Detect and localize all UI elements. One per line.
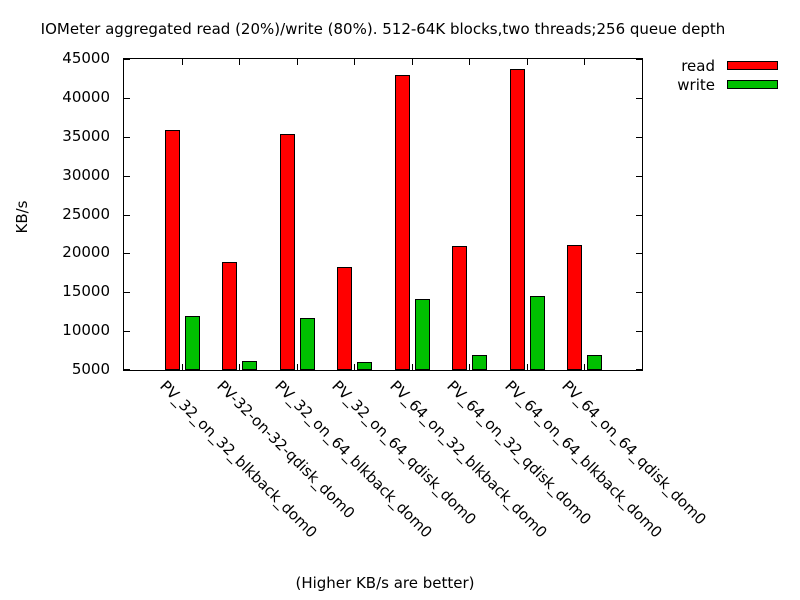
x-tick-mark (354, 59, 355, 65)
y-axis-label: KB/s (13, 200, 31, 234)
y-tick-label: 15000 (62, 282, 110, 300)
plot-area (123, 58, 643, 371)
bar-write-6 (530, 296, 545, 370)
y-tick-label: 20000 (62, 243, 110, 261)
y-tick-mark (636, 176, 642, 177)
x-tick-mark (584, 364, 585, 370)
bar-read-3 (337, 267, 352, 370)
y-tick-label: 30000 (62, 166, 110, 184)
bar-write-2 (300, 318, 315, 370)
y-tick-mark (636, 253, 642, 254)
y-tick-mark (124, 215, 130, 216)
bar-write-4 (415, 299, 430, 370)
x-tick-mark (182, 364, 183, 370)
x-tick-mark (469, 364, 470, 370)
legend: read write (659, 56, 778, 94)
x-tick-mark (412, 364, 413, 370)
bar-read-2 (280, 134, 295, 370)
y-tick-mark (636, 292, 642, 293)
legend-item-read: read (659, 56, 778, 75)
x-tick-mark (584, 59, 585, 65)
y-tick-mark (636, 137, 642, 138)
bar-write-3 (357, 362, 372, 370)
y-tick-mark (636, 215, 642, 216)
y-tick-label: 40000 (62, 88, 110, 106)
y-tick-mark (124, 253, 130, 254)
bar-read-6 (510, 69, 525, 370)
x-tick-mark (239, 59, 240, 65)
legend-swatch-write (727, 80, 778, 89)
y-tick-label: 25000 (62, 205, 110, 223)
y-tick-mark (636, 369, 642, 370)
x-tick-mark (297, 364, 298, 370)
x-tick-mark (354, 364, 355, 370)
x-tick-mark (182, 59, 183, 65)
y-tick-mark (636, 98, 642, 99)
y-tick-mark (636, 59, 642, 60)
bar-write-0 (185, 316, 200, 370)
y-tick-mark (124, 98, 130, 99)
y-tick-mark (124, 331, 130, 332)
chart-caption: (Higher KB/s are better) (295, 574, 475, 592)
y-tick-label: 5000 (71, 360, 110, 378)
y-tick-mark (124, 369, 130, 370)
chart-title: IOMeter aggregated read (20%)/write (80%… (40, 20, 726, 38)
x-tick-mark (527, 364, 528, 370)
legend-swatch-read (727, 61, 778, 70)
x-tick-mark (527, 59, 528, 65)
x-tick-mark (239, 364, 240, 370)
y-tick-mark (124, 137, 130, 138)
y-tick-mark (124, 176, 130, 177)
bar-write-5 (472, 355, 487, 370)
legend-item-write: write (659, 75, 778, 94)
bar-read-7 (567, 245, 582, 370)
x-tick-mark (469, 59, 470, 65)
bar-write-1 (242, 361, 257, 370)
x-tick-mark (297, 59, 298, 65)
legend-label-write: write (677, 75, 715, 94)
y-tick-mark (636, 331, 642, 332)
y-tick-label: 35000 (62, 127, 110, 145)
y-tick-label: 10000 (62, 321, 110, 339)
legend-label-read: read (681, 56, 715, 75)
y-tick-label: 45000 (62, 49, 110, 67)
y-tick-mark (124, 59, 130, 60)
bar-read-1 (222, 262, 237, 370)
bar-read-5 (452, 246, 467, 370)
x-tick-mark (412, 59, 413, 65)
bar-write-7 (587, 355, 602, 370)
bar-read-0 (165, 130, 180, 370)
y-tick-mark (124, 292, 130, 293)
bar-read-4 (395, 75, 410, 370)
